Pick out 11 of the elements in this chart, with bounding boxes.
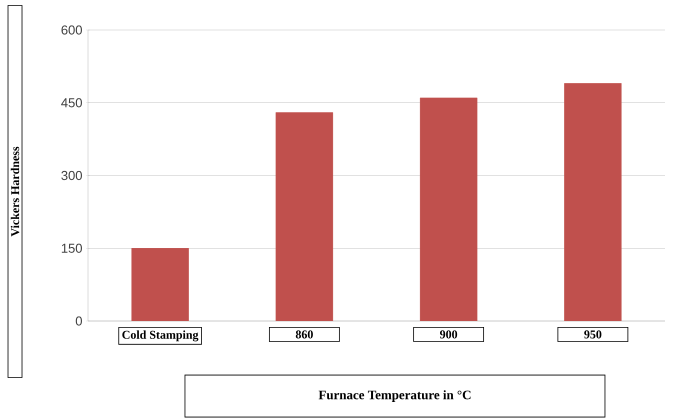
x-tick-label: 900 (440, 330, 458, 338)
y-tick-label: 600 (62, 25, 82, 35)
x-tick-label: Cold Stamping (122, 330, 198, 342)
y-tick-label: 450 (61, 98, 82, 108)
y-tick-label: 0 (76, 316, 82, 326)
x-tick-label: 860 (296, 330, 313, 338)
x-axis-title: Furnace Temperature in °C (318, 390, 471, 402)
y-tick-label: 150 (62, 244, 82, 253)
x-tick-label: 950 (584, 330, 602, 338)
y-axis-title: Vickers Hardness (10, 146, 20, 236)
y-tick-label: 300 (61, 170, 82, 180)
